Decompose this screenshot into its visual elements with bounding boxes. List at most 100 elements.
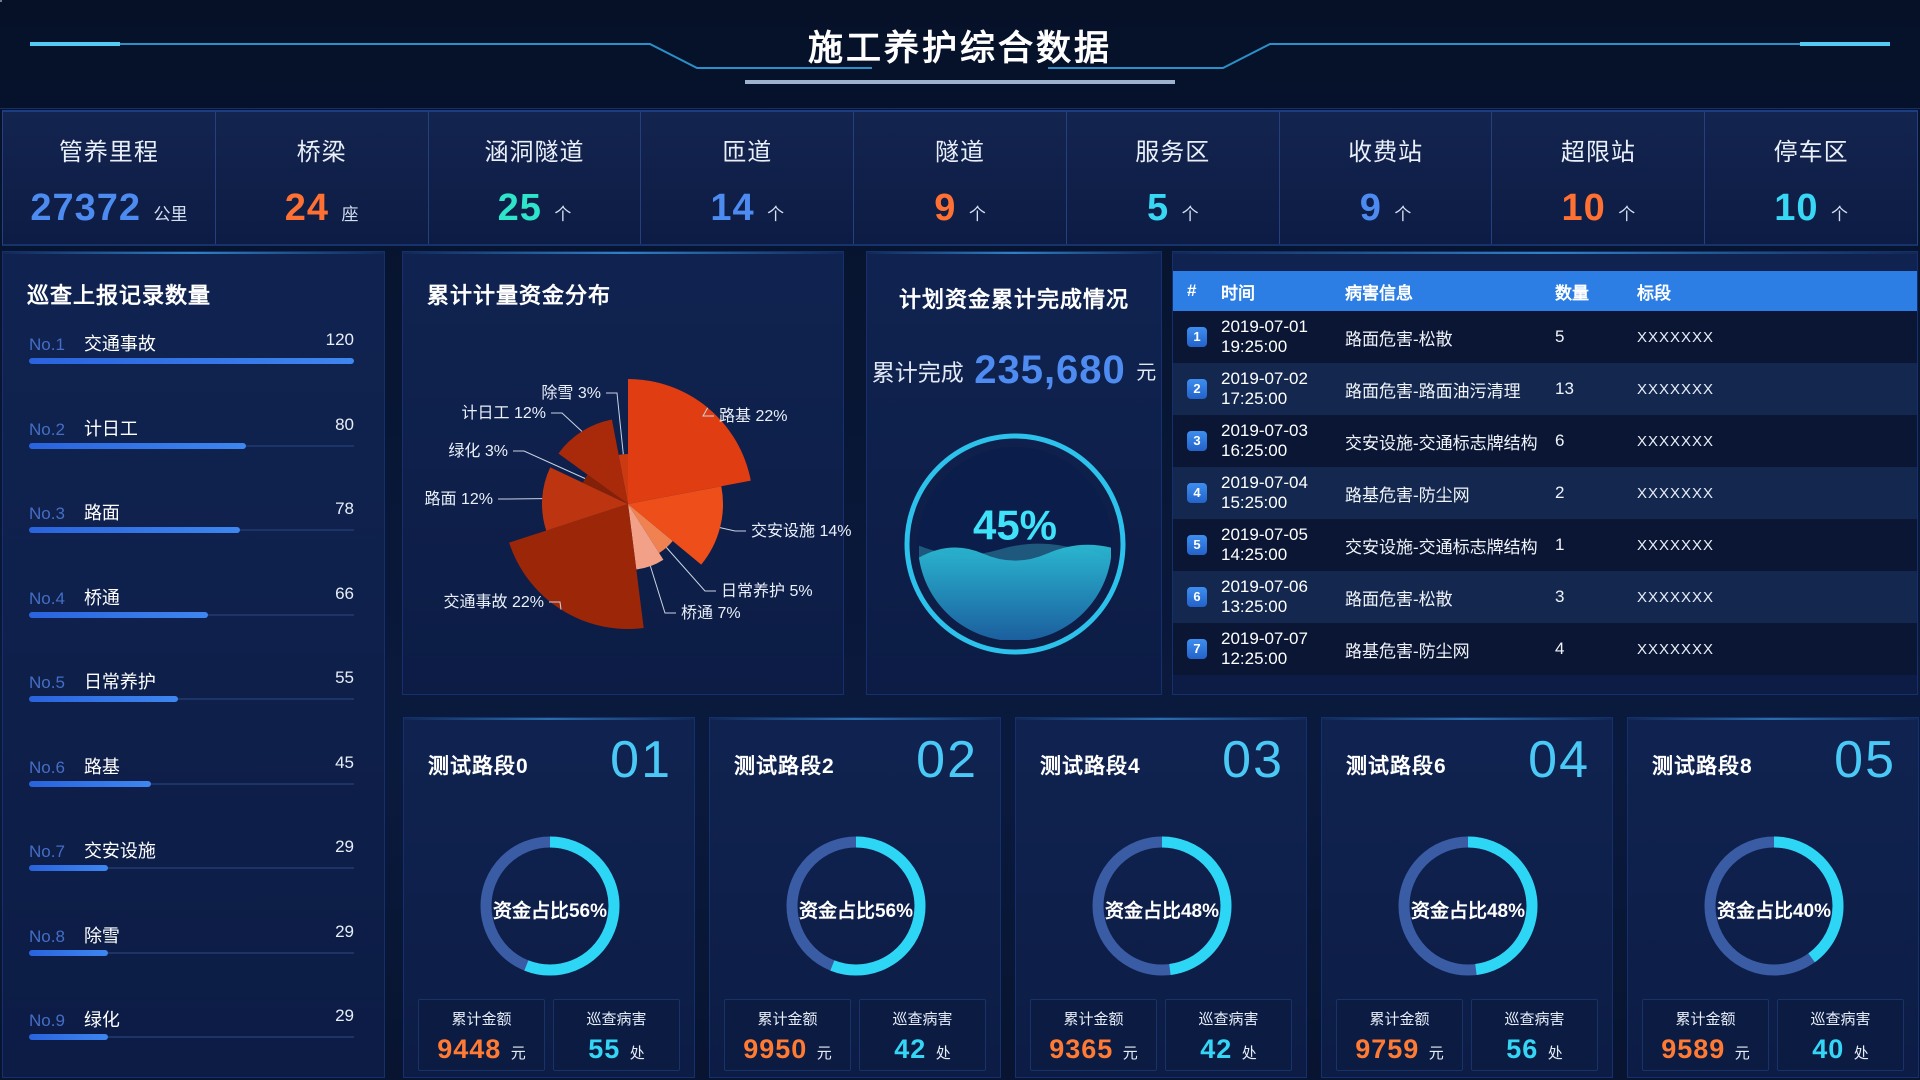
item-value: 80: [335, 414, 354, 434]
stat-value-row: 27372 公里: [3, 187, 215, 230]
defect-value: 55: [588, 1034, 621, 1064]
defect-label: 巡查病害: [1810, 1011, 1871, 1028]
col-index: #: [1187, 281, 1197, 300]
amount-box: 累计金额 9759 元: [1336, 999, 1463, 1071]
row-count: 1: [1555, 535, 1565, 554]
item-rank: No.6: [29, 757, 65, 777]
stat-value: 5: [1147, 187, 1170, 229]
card-stats: 累计金额 9448 元 巡查病害 55 处: [418, 999, 680, 1071]
pie-label-line: [551, 412, 583, 432]
defect-label: 巡查病害: [1198, 1011, 1259, 1028]
pie-slice: [628, 379, 751, 504]
donut-svg: [1704, 836, 1844, 976]
inspection-item: No.9 绿化 29: [29, 998, 354, 1077]
table-row: 4 2019-07-04 15:25:00 路基危害-防尘网 2 XXXXXXX: [1173, 467, 1917, 519]
pie-label-line: [606, 392, 624, 455]
row-time: 2019-07-06 13:25:00: [1221, 577, 1308, 616]
amount-unit: 元: [1734, 1045, 1750, 1062]
row-info: 路面危害-松散: [1345, 329, 1453, 349]
item-bar-track: [29, 865, 354, 871]
fund-donut-chart: 资金占比56%: [771, 821, 941, 991]
card-stats: 累计金额 9365 元 巡查病害 42 处: [1030, 999, 1292, 1071]
item-value: 120: [325, 330, 354, 349]
header-decoration: [30, 42, 1890, 84]
item-value: 66: [335, 583, 354, 603]
card-stats: 累计金额 9950 元 巡查病害 42 处: [724, 999, 986, 1071]
stat-value: 27372: [30, 187, 141, 229]
amount-unit: 元: [1122, 1045, 1138, 1062]
pie-label: 路基 22%: [719, 407, 787, 425]
card-title: 测试路段4: [1040, 755, 1141, 778]
pie-label-line: [702, 407, 714, 417]
inspection-item: No.4 桥通 66: [29, 576, 354, 661]
donut-center-label: 资金占比56%: [492, 901, 608, 922]
stat-label: 收费站: [1348, 139, 1424, 166]
pie-label-line: [549, 601, 562, 610]
defect-box: 巡查病害 56 处: [1471, 999, 1598, 1071]
pie-label-line: [513, 450, 586, 479]
donut-center-label: 资金占比48%: [1104, 901, 1220, 922]
inspection-item: No.2 计日工 80: [29, 407, 354, 492]
stat-value: 14: [710, 187, 755, 229]
row-info: 路基危害-防尘网: [1345, 485, 1470, 505]
stat-cell: 收费站 9 个: [1278, 112, 1492, 244]
pie-slice: [541, 467, 628, 531]
row-count: 3: [1555, 587, 1565, 606]
row-time: 2019-07-05 14:25:00: [1221, 525, 1308, 564]
amount-label: 累计金额: [757, 1011, 818, 1028]
item-bar-fill: [29, 527, 241, 533]
amount-box: 累计金额 9589 元: [1642, 999, 1769, 1071]
donut-value-arc: [1704, 836, 1844, 976]
stat-unit: 个: [1831, 205, 1848, 224]
table-header: # 时间 病害信息 数量 标段: [1173, 271, 1917, 311]
section-card: 测试路段8 05 资金占比40% 累计金额 9589 元 巡查病害 40 处: [1627, 717, 1919, 1078]
card-index: 03: [1222, 731, 1284, 789]
row-section: XXXXXXX: [1637, 588, 1715, 606]
stat-cell: 桥梁 24 座: [214, 112, 428, 244]
row-info: 路面危害-松散: [1345, 589, 1453, 609]
col-time: 时间: [1221, 283, 1255, 303]
stat-unit: 个: [1181, 205, 1199, 224]
defect-unit: 处: [935, 1045, 951, 1062]
stat-value-row: 25 个: [429, 187, 641, 230]
gauge-ring: [904, 433, 1126, 655]
gauge-wave-front: [919, 544, 1111, 640]
inspection-item: No.6 路基 45: [29, 745, 354, 830]
stat-label: 涵洞隧道: [484, 139, 585, 166]
defect-box: 巡查病害 42 处: [859, 999, 986, 1071]
stat-value: 24: [284, 187, 330, 229]
pie-label-line: [719, 527, 746, 532]
donut-svg: [786, 836, 926, 976]
row-count: 5: [1555, 327, 1565, 346]
stat-value-row: 24 座: [216, 187, 428, 230]
table-body: 1 2019-07-01 19:25:00 路面危害-松散 5 XXXXXXX …: [1173, 311, 1917, 675]
donut-value-arc: [786, 836, 926, 976]
amount-value: 9365: [1049, 1034, 1114, 1064]
defect-box: 巡查病害 55 处: [553, 999, 680, 1071]
item-rank: No.9: [29, 1011, 65, 1030]
card-stats: 累计金额 9759 元 巡查病害 56 处: [1336, 999, 1598, 1071]
card-stats: 累计金额 9589 元 巡查病害 40 处: [1642, 999, 1904, 1071]
row-section: XXXXXXX: [1637, 536, 1715, 554]
row-count: 4: [1555, 639, 1565, 658]
item-value: 29: [335, 1006, 354, 1025]
item-value: 29: [335, 837, 354, 856]
item-bar-fill: [29, 780, 151, 787]
section-card: 测试路段6 04 资金占比48% 累计金额 9759 元 巡查病害 56 处: [1321, 717, 1613, 1078]
stat-cell: 停车区 10 个: [1704, 112, 1917, 244]
gauge-amount: 235,680: [974, 348, 1126, 392]
item-bar-fill: [29, 442, 246, 449]
defect-box: 巡查病害 42 处: [1165, 999, 1292, 1071]
inspection-item-row: No.8 除雪 29: [29, 922, 354, 948]
donut-center-label: 资金占比40%: [1716, 901, 1832, 922]
defect-unit: 处: [1547, 1045, 1563, 1062]
table-row: 2 2019-07-02 17:25:00 路面危害-路面油污清理 13 XXX…: [1173, 363, 1917, 415]
amount-unit: 元: [510, 1045, 526, 1062]
donut-center-label: 资金占比56%: [798, 901, 914, 922]
row-count: 2: [1555, 483, 1565, 502]
fund-donut-chart: 资金占比48%: [1077, 821, 1247, 991]
defect-label: 巡查病害: [1504, 1011, 1565, 1028]
pie-slice: [628, 504, 664, 570]
stat-cell: 服务区 5 个: [1065, 112, 1279, 244]
stat-cell: 涵洞隧道 25 个: [427, 112, 641, 244]
